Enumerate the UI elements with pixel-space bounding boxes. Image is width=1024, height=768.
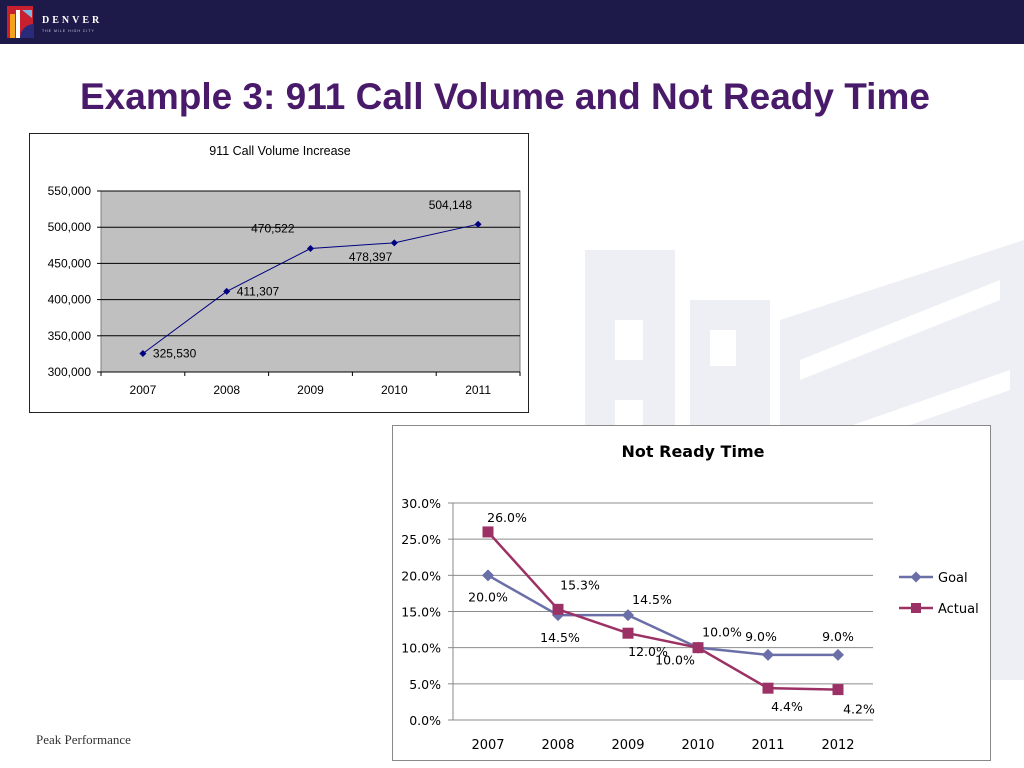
- data-label: 12.0%: [628, 644, 668, 659]
- y-tick-label: 20.0%: [401, 568, 441, 583]
- x-tick-label: 2011: [751, 738, 784, 753]
- y-tick-label: 5.0%: [409, 677, 441, 692]
- goal-marker: [482, 569, 494, 582]
- y-tick-label: 550,000: [48, 184, 92, 198]
- x-tick-label: 2009: [297, 383, 324, 397]
- x-tick-label: 2012: [821, 738, 854, 753]
- logo-text: DENVER: [42, 15, 103, 26]
- y-tick-label: 0.0%: [409, 713, 441, 728]
- series-line-actual: [487, 531, 839, 691]
- data-label: 14.5%: [632, 592, 672, 607]
- data-label: 14.5%: [540, 630, 580, 645]
- data-label: 411,307: [237, 284, 280, 298]
- data-label: 504,148: [429, 198, 473, 212]
- chart-title: 911 Call Volume Increase: [209, 144, 351, 158]
- x-tick-label: 2010: [381, 383, 408, 397]
- actual-marker: [552, 603, 564, 615]
- call-volume-chart: 911 Call Volume Increase 550,000 500,000 4…: [29, 133, 529, 413]
- x-tick-label: 2007: [130, 383, 157, 397]
- plot-area: [100, 190, 521, 373]
- data-label: 26.0%: [487, 510, 527, 525]
- x-tick-label: 2008: [541, 738, 574, 753]
- data-point: [307, 245, 314, 253]
- data-label: 4.2%: [843, 702, 875, 717]
- goal-marker: [622, 609, 634, 622]
- data-label: 10.0%: [702, 625, 742, 640]
- denver-logo: DENVER THE MILE HIGH CITY: [6, 4, 116, 40]
- chart-title: Not Ready Time: [622, 442, 765, 461]
- data-label: 9.0%: [822, 629, 854, 644]
- actual-marker: [762, 682, 774, 694]
- data-label: 4.4%: [771, 699, 803, 714]
- not-ready-time-chart-svg: Not Ready Time 30.0% 25.0% 20.0% 15.0% 10.0%…: [401, 442, 979, 753]
- y-tick-label: 400,000: [48, 293, 92, 307]
- y-tick-label: 10.0%: [401, 641, 441, 656]
- goal-marker: [762, 648, 774, 661]
- top-banner: DENVER THE MILE HIGH CITY: [0, 0, 1024, 44]
- x-tick-label: 2008: [213, 383, 240, 397]
- y-tick-label: 25.0%: [401, 532, 441, 547]
- denver-logo-icon: [7, 6, 34, 38]
- slide-title: Example 3: 911 Call Volume and Not Ready…: [80, 76, 930, 117]
- not-ready-time-chart: Not Ready Time 30.0% 25.0% 20.0% 15.0% 10.0%…: [392, 425, 991, 761]
- y-tick-label: 500,000: [48, 220, 92, 234]
- actual-marker: [692, 642, 704, 654]
- x-tick-label: 2007: [471, 738, 504, 753]
- x-tick-label: 2010: [681, 738, 714, 753]
- series-line-goal: [487, 574, 838, 657]
- data-label: 9.0%: [745, 629, 777, 644]
- call-volume-chart-svg: 911 Call Volume Increase 550,000 500,000 4…: [48, 144, 521, 397]
- actual-marker: [622, 627, 634, 639]
- data-point: [390, 239, 398, 247]
- legend-goal-marker: [910, 571, 922, 583]
- data-label: 325,530: [153, 347, 197, 361]
- data-label: 478,397: [349, 250, 393, 264]
- footer-text: Peak Performance: [36, 732, 131, 747]
- data-point: [139, 350, 147, 358]
- x-tick-label: 2011: [465, 383, 491, 397]
- x-tick-label: 2009: [611, 738, 644, 753]
- goal-marker: [832, 648, 844, 661]
- y-tick-label: 350,000: [48, 329, 92, 343]
- y-tick-label: 300,000: [48, 365, 92, 379]
- data-point: [223, 287, 231, 295]
- y-tick-label: 450,000: [48, 256, 92, 270]
- data-label: 20.0%: [468, 589, 508, 604]
- y-tick-label: 15.0%: [401, 605, 441, 620]
- legend-actual-marker: [911, 603, 921, 613]
- logo-subtext: THE MILE HIGH CITY: [42, 29, 95, 33]
- data-label: 10.0%: [655, 653, 695, 668]
- legend-label: Actual: [938, 602, 979, 617]
- legend-label: Goal: [938, 571, 968, 586]
- data-label: 470,522: [251, 222, 295, 236]
- data-label: 15.3%: [560, 577, 600, 592]
- actual-marker: [832, 684, 844, 696]
- actual-marker: [482, 526, 494, 538]
- data-point: [474, 220, 482, 228]
- y-tick-label: 30.0%: [401, 496, 441, 511]
